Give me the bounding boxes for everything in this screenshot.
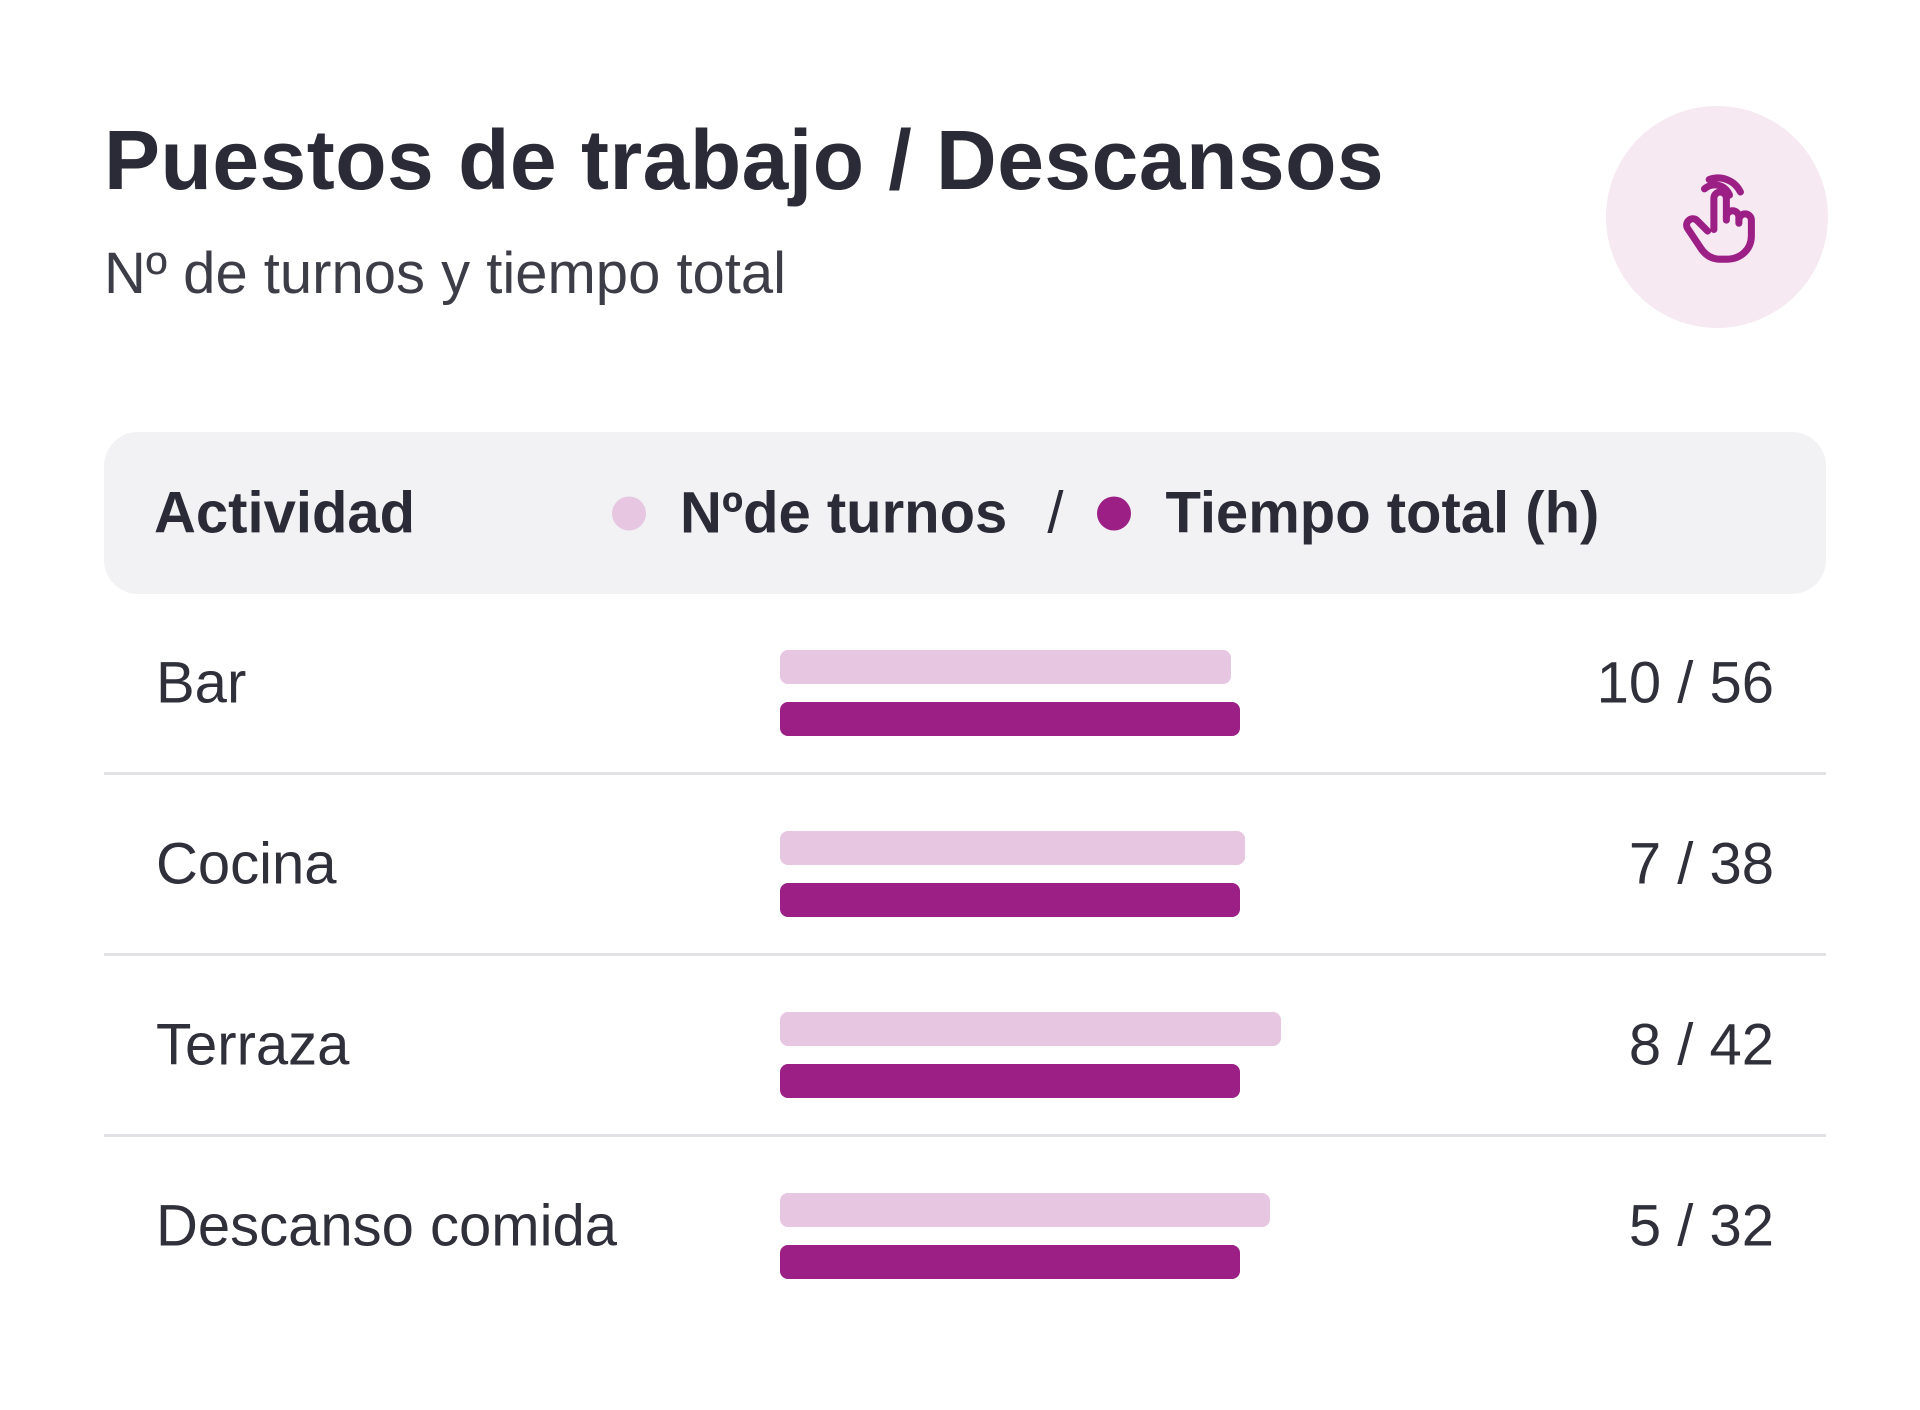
column-header-activity: Actividad [154, 480, 416, 546]
row-activity-label: Descanso comida [156, 1193, 617, 1259]
table-row: Bar 10 / 56 [104, 594, 1826, 775]
row-bars [780, 831, 1340, 923]
chart-legend: Nºde turnos / Tiempo total (h) [612, 480, 1599, 547]
row-value-label: 7 / 38 [1628, 831, 1774, 897]
bar-shifts [780, 831, 1245, 865]
row-activity-label: Cocina [156, 831, 337, 897]
row-value-label: 5 / 32 [1628, 1193, 1774, 1259]
bar-shifts [780, 650, 1231, 684]
touch-action-button[interactable] [1606, 106, 1828, 328]
bar-shifts [780, 1193, 1270, 1227]
row-bars [780, 650, 1340, 742]
bar-hours [780, 702, 1240, 736]
legend-dot-hours [1097, 496, 1132, 530]
table-row: Descanso comida 5 / 32 [104, 1137, 1826, 1315]
legend-separator: / [1047, 480, 1064, 546]
card-title: Puestos de trabajo / Descansos [104, 113, 1385, 207]
row-bars [780, 1012, 1340, 1104]
bar-hours [780, 1245, 1240, 1279]
row-value-label: 10 / 56 [1596, 650, 1774, 716]
row-activity-label: Terraza [156, 1012, 350, 1078]
bar-shifts [780, 1012, 1281, 1046]
activity-rows: Bar 10 / 56 Cocina 7 / 38 Terraza 8 / 42 Desca… [104, 594, 1826, 1315]
table-row: Cocina 7 / 38 [104, 775, 1826, 956]
row-value-label: 8 / 42 [1628, 1012, 1774, 1078]
legend-dot-shifts [612, 496, 646, 530]
row-activity-label: Bar [156, 650, 247, 716]
table-header: Actividad Nºde turnos / Tiempo total (h) [104, 432, 1826, 594]
legend-label-shifts: Nºde turnos [680, 480, 1008, 546]
table-row: Terraza 8 / 42 [104, 956, 1826, 1137]
touch-hand-icon [1683, 174, 1755, 263]
legend-label-hours: Tiempo total (h) [1165, 480, 1600, 546]
bar-hours [780, 1064, 1240, 1098]
row-bars [780, 1193, 1340, 1285]
card-subtitle: Nº de turnos y tiempo total [104, 241, 787, 306]
bar-hours [780, 883, 1240, 917]
